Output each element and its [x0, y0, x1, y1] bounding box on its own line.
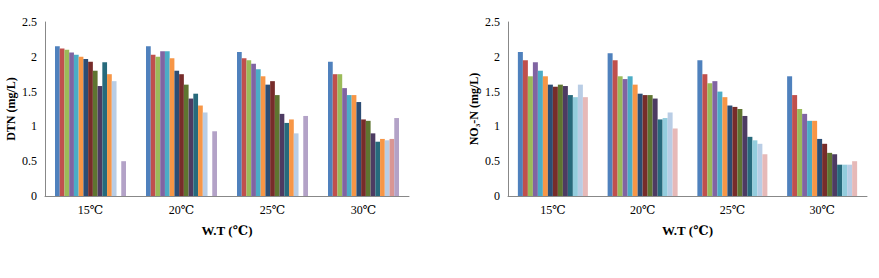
svg-text:30℃: 30℃: [809, 203, 834, 217]
svg-text:W.T (℃): W.T (℃): [202, 223, 253, 238]
svg-text:2.5: 2.5: [22, 15, 37, 29]
svg-text:0.5: 0.5: [485, 154, 500, 168]
svg-text:W.T (℃): W.T (℃): [662, 223, 713, 238]
svg-text:DTN (mg/L): DTN (mg/L): [4, 77, 18, 141]
svg-text:1: 1: [494, 119, 500, 133]
svg-text:2: 2: [494, 50, 500, 64]
svg-text:1.5: 1.5: [485, 85, 500, 99]
svg-text:25℃: 25℃: [720, 203, 745, 217]
svg-text:1: 1: [31, 119, 37, 133]
svg-text:30℃: 30℃: [351, 203, 376, 217]
svg-text:20℃: 20℃: [169, 203, 194, 217]
svg-text:NO₃-N (mg/L): NO₃-N (mg/L): [467, 73, 481, 146]
svg-text:15℃: 15℃: [540, 203, 565, 217]
svg-text:1.5: 1.5: [22, 85, 37, 99]
svg-text:2: 2: [31, 50, 37, 64]
svg-text:20℃: 20℃: [630, 203, 655, 217]
svg-text:2.5: 2.5: [485, 15, 500, 29]
svg-text:0: 0: [31, 189, 37, 203]
svg-text:25℃: 25℃: [260, 203, 285, 217]
svg-text:0: 0: [494, 189, 500, 203]
svg-text:15℃: 15℃: [78, 203, 103, 217]
svg-text:0.5: 0.5: [22, 154, 37, 168]
